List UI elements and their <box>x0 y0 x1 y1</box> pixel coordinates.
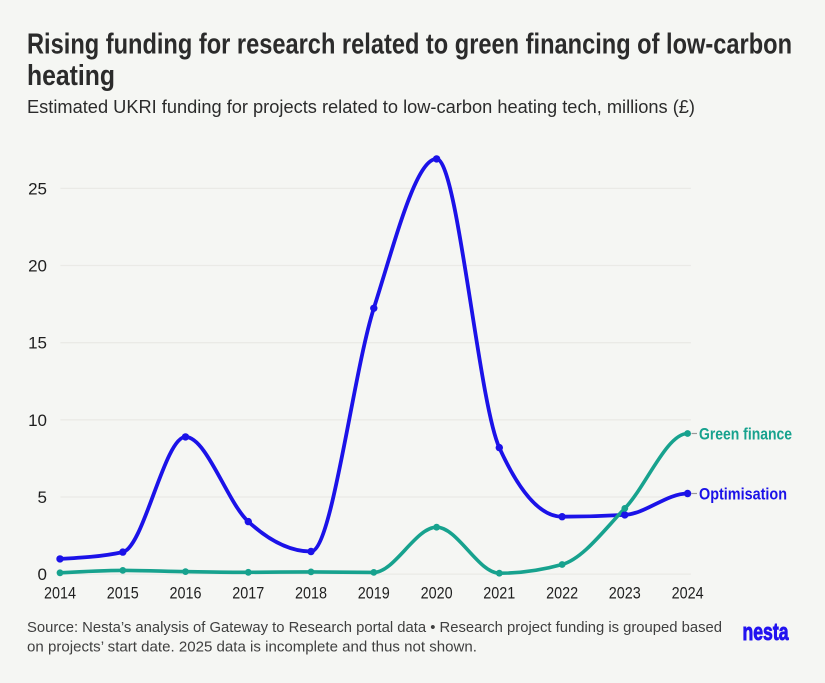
svg-text:2023: 2023 <box>609 585 641 603</box>
svg-text:2017: 2017 <box>232 585 264 603</box>
svg-text:10: 10 <box>28 411 47 430</box>
svg-text:2021: 2021 <box>483 585 515 603</box>
svg-text:20: 20 <box>28 257 47 276</box>
svg-text:2019: 2019 <box>358 585 390 603</box>
svg-text:5: 5 <box>38 488 47 507</box>
svg-text:Green finance: Green finance <box>699 425 792 444</box>
svg-text:2020: 2020 <box>421 585 453 603</box>
svg-text:2024: 2024 <box>672 585 704 603</box>
svg-text:Estimated UKRI funding for pro: Estimated UKRI funding for projects rela… <box>27 97 695 117</box>
svg-text:2016: 2016 <box>170 585 202 603</box>
svg-text:15: 15 <box>28 334 47 353</box>
svg-text:heating: heating <box>27 60 115 92</box>
svg-text:nesta: nesta <box>743 619 789 646</box>
svg-text:2015: 2015 <box>107 585 139 603</box>
svg-text:2014: 2014 <box>44 585 76 603</box>
svg-text:on projects’ start date. 2025: on projects’ start date. 2025 data is in… <box>27 639 477 656</box>
svg-text:Optimisation: Optimisation <box>699 485 787 504</box>
svg-text:2018: 2018 <box>295 585 327 603</box>
svg-text:Rising funding for research re: Rising funding for research related to g… <box>27 28 792 60</box>
svg-text:25: 25 <box>28 179 47 198</box>
svg-text:0: 0 <box>38 565 47 584</box>
svg-text:Source: Nesta’s analysis of Ga: Source: Nesta’s analysis of Gateway to R… <box>27 619 722 636</box>
svg-text:2022: 2022 <box>546 585 578 603</box>
